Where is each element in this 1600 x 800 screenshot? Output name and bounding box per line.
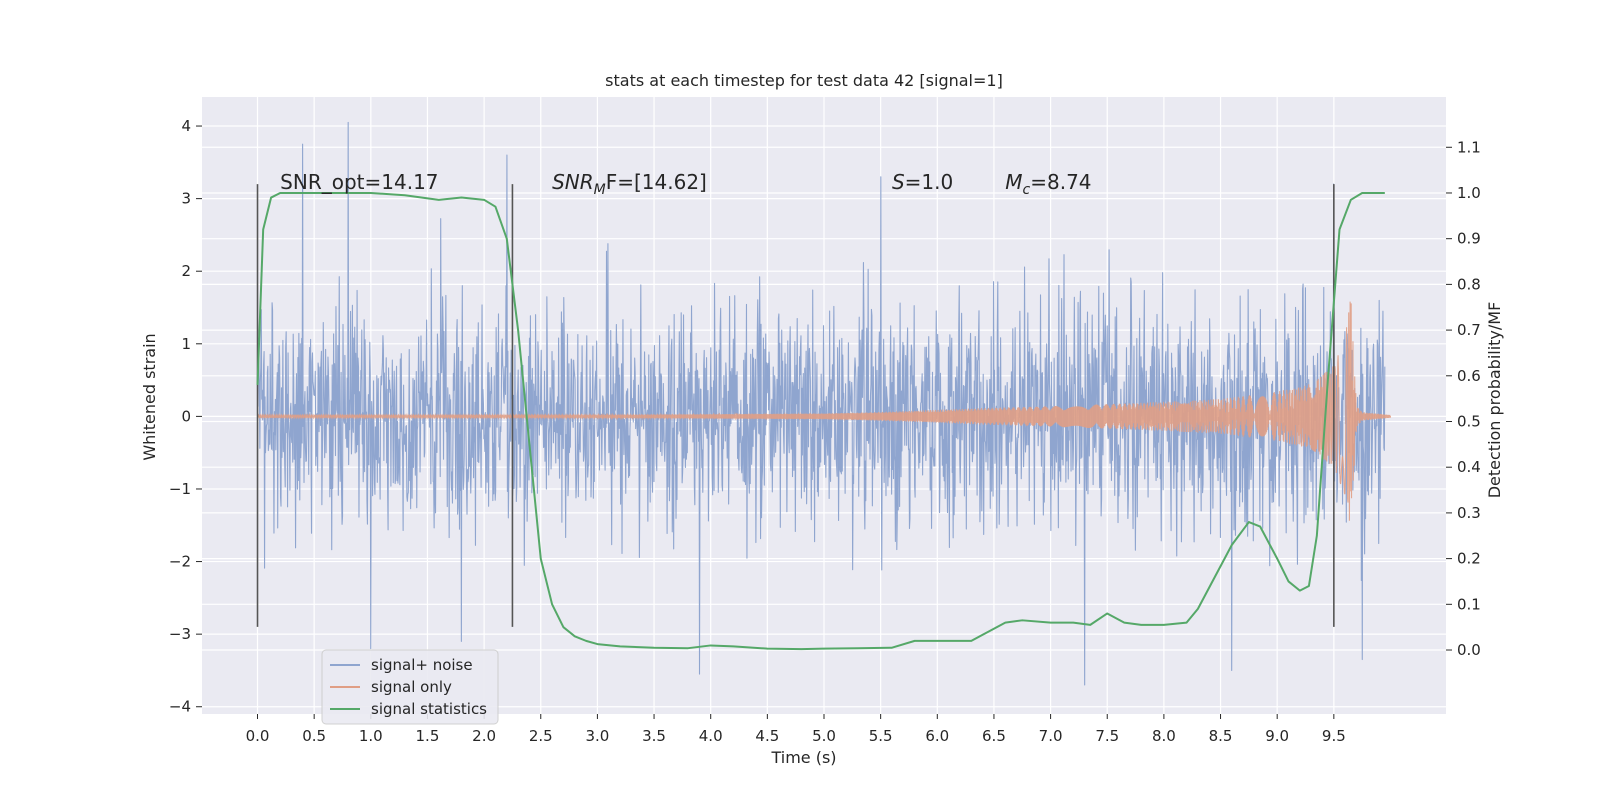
x-tick-label: 7.5 bbox=[1095, 727, 1119, 745]
segment-markers bbox=[256, 184, 1335, 627]
annotation-text: SNR bbox=[552, 170, 594, 194]
y2-tick-label: 0.0 bbox=[1457, 641, 1481, 659]
annotation-snr-opt: SNR_opt=14.17 bbox=[280, 170, 438, 194]
x-tick-label: 8.5 bbox=[1209, 727, 1233, 745]
x-tick-label: 9.0 bbox=[1265, 727, 1289, 745]
annotation-text: M bbox=[1005, 170, 1022, 194]
annotation-subscript: c bbox=[1023, 182, 1031, 198]
y-tick-label: −2 bbox=[169, 553, 191, 571]
annotation-mc-value: Mc=8.74 bbox=[1005, 170, 1091, 198]
y2-tick-label: 0.6 bbox=[1457, 367, 1481, 385]
y-tick-label: 0 bbox=[181, 407, 191, 425]
legend: signal+ noise signal only signal statistic… bbox=[321, 649, 499, 725]
y-axis-label: Whitened strain bbox=[140, 333, 159, 460]
series-signal-noise bbox=[256, 121, 1386, 686]
y2-tick-label: 0.9 bbox=[1457, 230, 1481, 248]
signal-statistics-line bbox=[256, 191, 1385, 651]
y-tick-label: −3 bbox=[169, 625, 191, 643]
x-tick-label: 6.0 bbox=[925, 727, 949, 745]
annotation-subscript: M bbox=[594, 182, 606, 198]
x-tick-label: 6.5 bbox=[982, 727, 1006, 745]
y-tick-label: 3 bbox=[181, 190, 191, 208]
x-tick-label: 5.5 bbox=[869, 727, 893, 745]
annotation-text: S bbox=[892, 170, 905, 194]
y-tick-label: −4 bbox=[169, 698, 191, 716]
y2-tick-label: 1.1 bbox=[1457, 138, 1481, 156]
x-axis-ticks: 0.0 0.5 1.0 1.5 2.0 2.5 3.0 3.5 4.0 4.5 5.0 5.5 6.0 6… bbox=[246, 714, 1346, 745]
x-tick-label: 8.0 bbox=[1152, 727, 1176, 745]
x-axis-label: Time (s) bbox=[770, 748, 836, 767]
signal-only-line bbox=[257, 301, 1392, 521]
y-tick-label: 4 bbox=[181, 117, 191, 135]
x-tick-label: 1.5 bbox=[416, 727, 440, 745]
x-tick-label: 7.0 bbox=[1039, 727, 1063, 745]
y2-tick-label: 0.1 bbox=[1457, 595, 1481, 613]
y-tick-label: 1 bbox=[181, 335, 191, 353]
x-tick-label: 0.5 bbox=[302, 727, 326, 745]
y2-tick-label: 1.0 bbox=[1457, 184, 1481, 202]
y-tick-label: −1 bbox=[169, 480, 191, 498]
y-tick-label: 2 bbox=[181, 262, 191, 280]
y2-tick-label: 0.2 bbox=[1457, 550, 1481, 568]
y2-tick-label: 0.8 bbox=[1457, 275, 1481, 293]
x-tick-label: 9.5 bbox=[1322, 727, 1346, 745]
legend-box bbox=[321, 649, 499, 725]
y2-tick-label: 0.7 bbox=[1457, 321, 1481, 339]
y2-tick-label: 0.4 bbox=[1457, 458, 1481, 476]
x-tick-label: 3.5 bbox=[642, 727, 666, 745]
x-tick-label: 1.0 bbox=[359, 727, 383, 745]
chart-title: stats at each timestep for test data 42 … bbox=[605, 71, 1003, 90]
series-signal-statistics bbox=[256, 191, 1385, 651]
annotation-snr-mf: SNRMF=[14.62] bbox=[552, 170, 707, 198]
legend-label: signal only bbox=[371, 678, 452, 696]
x-tick-label: 3.0 bbox=[585, 727, 609, 745]
annotation-s-value: S=1.0 bbox=[892, 170, 953, 194]
x-tick-label: 5.0 bbox=[812, 727, 836, 745]
x-tick-label: 2.0 bbox=[472, 727, 496, 745]
signal-noise-line bbox=[256, 121, 1386, 686]
x-tick-label: 4.0 bbox=[699, 727, 723, 745]
legend-label: signal+ noise bbox=[371, 656, 473, 674]
x-tick-label: 0.0 bbox=[246, 727, 270, 745]
x-tick-label: 4.5 bbox=[755, 727, 779, 745]
annotation-value: F=[14.62] bbox=[606, 170, 707, 194]
annotation-value: =8.74 bbox=[1030, 170, 1091, 194]
y2-axis-ticks: 1.1 1.0 0.9 0.8 0.7 0.6 0.5 0.4 0.3 0.2 0.1 0.0 bbox=[1446, 138, 1481, 659]
annotations: SNR_opt=14.17 SNRMF=[14.62] S=1.0 Mc=8.74 bbox=[280, 170, 1091, 198]
x-tick-label: 2.5 bbox=[529, 727, 553, 745]
y-axis-ticks: 4 3 2 1 0 −1 −2 −3 −4 bbox=[169, 117, 202, 716]
y2-tick-label: 0.5 bbox=[1457, 412, 1481, 430]
legend-label: signal statistics bbox=[371, 700, 487, 718]
y2-tick-label: 0.3 bbox=[1457, 504, 1481, 522]
annotation-value: =1.0 bbox=[905, 170, 954, 194]
annotation-text: SNR_opt=14.17 bbox=[280, 170, 438, 194]
series-signal-only bbox=[257, 301, 1392, 521]
y2-axis-label: Detection probability/MF bbox=[1485, 302, 1504, 499]
